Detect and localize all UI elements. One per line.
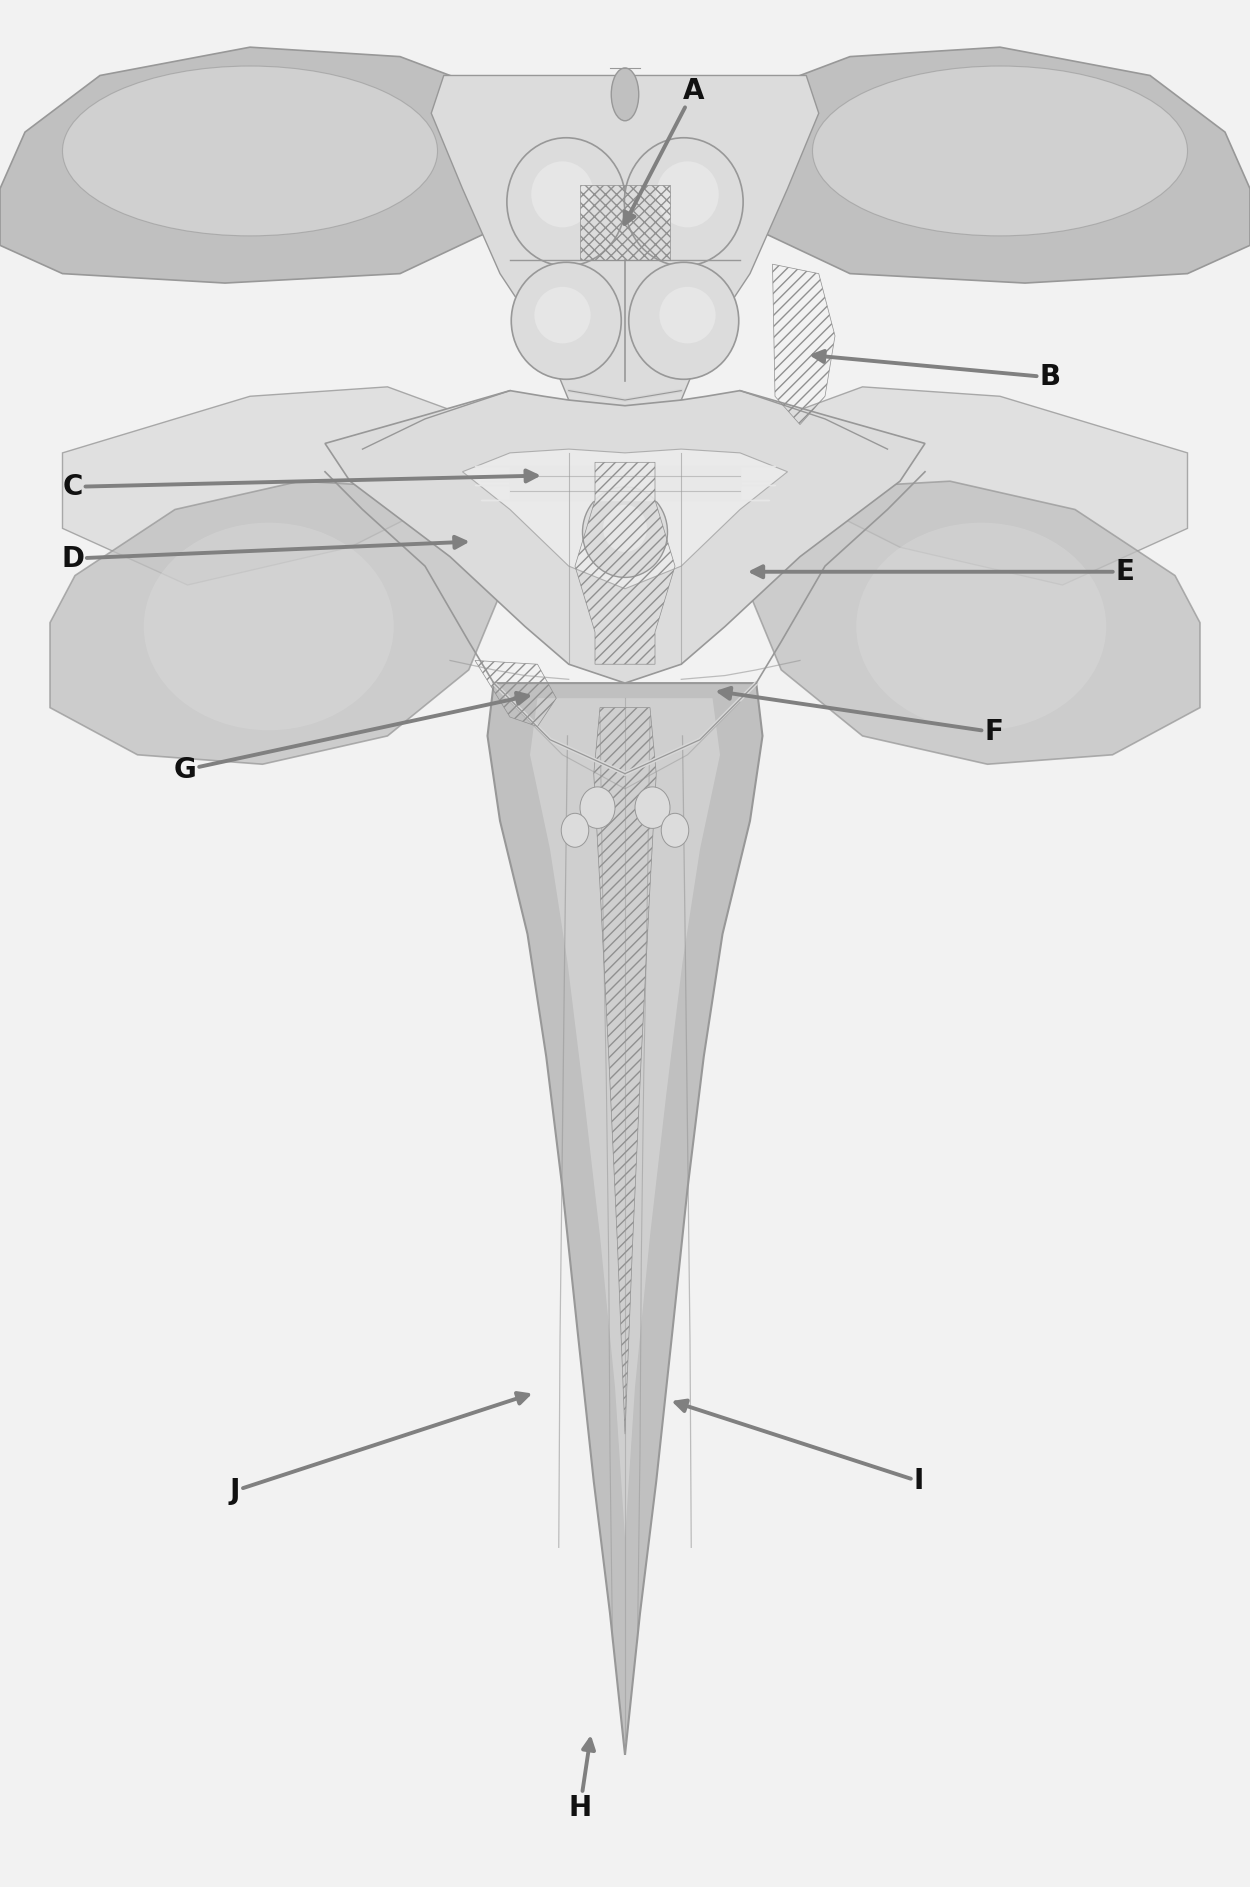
Ellipse shape <box>511 262 621 379</box>
Ellipse shape <box>635 787 670 828</box>
Ellipse shape <box>611 68 639 121</box>
Ellipse shape <box>144 523 394 730</box>
Text: D: D <box>61 536 465 572</box>
Polygon shape <box>530 698 720 1538</box>
Text: B: B <box>814 351 1060 391</box>
Ellipse shape <box>508 138 626 266</box>
Text: I: I <box>675 1400 924 1495</box>
Text: C: C <box>62 470 536 500</box>
Polygon shape <box>740 387 1188 585</box>
Polygon shape <box>50 481 500 764</box>
Polygon shape <box>431 75 819 425</box>
Ellipse shape <box>582 487 668 577</box>
Ellipse shape <box>625 138 742 266</box>
Ellipse shape <box>62 66 438 236</box>
Polygon shape <box>462 449 788 589</box>
Ellipse shape <box>661 813 689 847</box>
Ellipse shape <box>535 287 591 343</box>
Polygon shape <box>700 47 1250 283</box>
Text: G: G <box>174 693 528 783</box>
Ellipse shape <box>656 160 719 226</box>
Ellipse shape <box>660 287 715 343</box>
Ellipse shape <box>856 523 1106 730</box>
Ellipse shape <box>531 160 594 226</box>
Polygon shape <box>325 391 925 683</box>
Ellipse shape <box>812 66 1188 236</box>
Polygon shape <box>750 481 1200 764</box>
Text: E: E <box>752 559 1135 585</box>
Text: F: F <box>720 687 1004 745</box>
Ellipse shape <box>604 504 648 553</box>
Text: A: A <box>625 77 705 225</box>
Ellipse shape <box>629 262 739 379</box>
Polygon shape <box>488 683 762 1755</box>
Text: J: J <box>230 1393 529 1504</box>
Ellipse shape <box>580 787 615 828</box>
Polygon shape <box>62 387 510 585</box>
Polygon shape <box>0 47 550 283</box>
Ellipse shape <box>561 813 589 847</box>
Text: H: H <box>569 1740 594 1821</box>
